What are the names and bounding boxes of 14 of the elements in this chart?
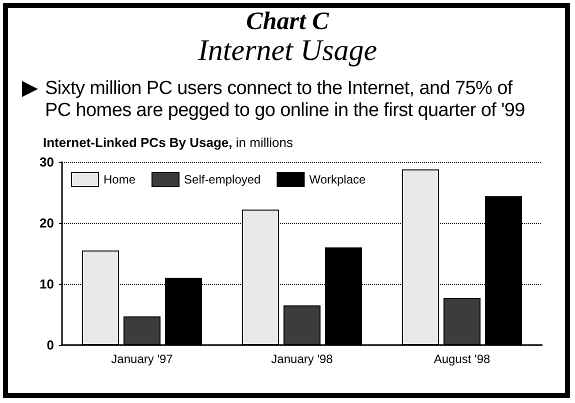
legend-label: Home <box>104 172 136 186</box>
legend-label: Workplace <box>309 172 366 186</box>
y-tick-label: 20 <box>40 216 54 230</box>
y-tick-label: 0 <box>46 338 54 352</box>
y-axis-title: Internet-Linked PCs By Usage, in millions <box>43 135 293 150</box>
y-tick-label: 10 <box>40 276 54 292</box>
y-tick-label: 30 <box>40 154 54 170</box>
text: Sixty million PC users connect to the Internet, and 75% of PC homes are pegged to go online in the first quarter of '99 <box>45 78 526 122</box>
x-tick-label: August '98 <box>434 352 490 366</box>
chart-title: Chart C <box>245 8 330 36</box>
chart-subtitle: Internet Usage <box>196 34 378 68</box>
legend-label: Self-employed <box>184 172 261 186</box>
x-tick-label: January '97 <box>111 352 174 366</box>
x-tick-label: January '98 <box>271 352 334 366</box>
